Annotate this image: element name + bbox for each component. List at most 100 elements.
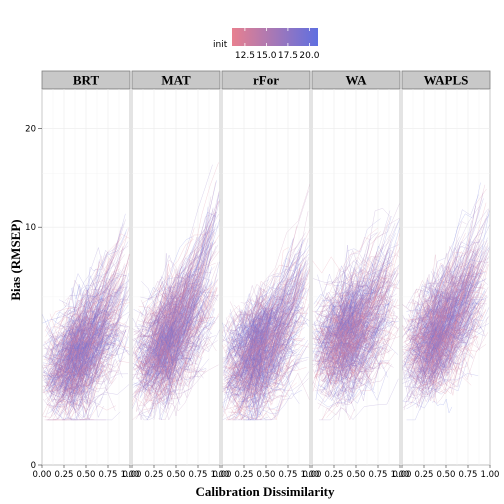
series-line bbox=[228, 354, 265, 397]
facet-panel-wa: WA bbox=[311, 70, 401, 466]
series-line bbox=[149, 215, 217, 324]
series-line bbox=[147, 369, 182, 388]
series-line bbox=[225, 253, 310, 364]
series-line bbox=[44, 384, 87, 404]
series-line bbox=[236, 326, 268, 365]
series-line bbox=[240, 295, 268, 335]
series-line bbox=[43, 337, 97, 383]
series-line bbox=[321, 310, 366, 352]
series-line bbox=[326, 313, 354, 347]
series-line bbox=[71, 359, 110, 388]
series-line bbox=[242, 306, 300, 382]
series-line bbox=[244, 312, 291, 365]
series-line bbox=[331, 321, 363, 356]
series-line bbox=[226, 370, 272, 403]
series-line bbox=[69, 356, 126, 390]
series-line bbox=[58, 328, 127, 396]
series-line bbox=[234, 285, 274, 328]
series-line bbox=[141, 229, 216, 347]
series-line bbox=[66, 285, 122, 359]
series-line bbox=[248, 269, 308, 346]
series-line bbox=[248, 306, 279, 345]
series-line bbox=[232, 358, 283, 397]
series-line bbox=[240, 262, 308, 339]
series-line bbox=[230, 307, 284, 370]
series-line bbox=[160, 311, 205, 416]
series-line bbox=[340, 351, 381, 380]
series-line bbox=[246, 323, 288, 354]
series-line bbox=[330, 309, 369, 354]
series-line bbox=[44, 315, 101, 356]
series-line bbox=[251, 334, 263, 365]
series-line bbox=[324, 340, 378, 398]
series-line bbox=[314, 277, 369, 317]
series-line bbox=[337, 370, 357, 406]
series-line bbox=[223, 320, 288, 382]
series-line bbox=[61, 363, 90, 378]
series-line bbox=[135, 272, 205, 393]
series-line bbox=[320, 320, 360, 347]
series-line bbox=[239, 305, 298, 362]
series-line bbox=[314, 306, 362, 350]
series-line bbox=[141, 312, 189, 370]
series-line bbox=[238, 290, 307, 352]
series-line bbox=[46, 347, 101, 394]
series-line bbox=[319, 313, 352, 339]
series-line bbox=[140, 213, 211, 375]
series-line bbox=[336, 262, 393, 313]
series-line bbox=[136, 212, 217, 338]
series-line bbox=[227, 272, 307, 391]
series-line bbox=[50, 335, 97, 386]
series-line bbox=[149, 282, 199, 328]
series-line bbox=[145, 341, 181, 361]
series-line bbox=[64, 315, 82, 342]
series-line bbox=[144, 353, 200, 402]
series-line bbox=[226, 326, 286, 386]
series-line bbox=[52, 343, 103, 392]
series-line bbox=[65, 309, 91, 358]
series-line bbox=[223, 283, 263, 335]
series-line bbox=[149, 295, 194, 382]
series-line bbox=[338, 317, 391, 354]
series-line bbox=[160, 214, 216, 349]
series-line bbox=[323, 267, 396, 359]
series-line bbox=[63, 318, 103, 360]
series-line bbox=[145, 301, 185, 331]
x-tick-label: 0.25 bbox=[325, 470, 344, 480]
series-line bbox=[43, 340, 131, 380]
series-line bbox=[53, 313, 106, 378]
series-line bbox=[320, 344, 376, 369]
series-line bbox=[250, 331, 280, 384]
series-line bbox=[43, 313, 123, 393]
series-line bbox=[55, 363, 98, 395]
series-line bbox=[47, 390, 91, 421]
series-line bbox=[325, 292, 361, 312]
series-line bbox=[223, 312, 305, 376]
series-line bbox=[317, 322, 355, 347]
series-line bbox=[235, 332, 290, 382]
series-line bbox=[43, 336, 127, 398]
series-line bbox=[223, 356, 309, 396]
series-lines bbox=[311, 203, 401, 421]
series-line bbox=[142, 287, 207, 366]
series-line bbox=[51, 369, 111, 390]
series-line bbox=[53, 317, 112, 346]
series-line bbox=[159, 316, 214, 371]
series-line bbox=[63, 322, 123, 363]
series-line bbox=[62, 274, 121, 351]
series-line bbox=[146, 327, 202, 366]
series-line bbox=[153, 373, 177, 413]
series-line bbox=[155, 302, 188, 366]
series-line bbox=[153, 274, 194, 359]
series-line bbox=[63, 325, 90, 369]
series-line bbox=[239, 279, 270, 330]
series-line bbox=[153, 288, 182, 352]
series-line bbox=[248, 315, 279, 357]
series-line bbox=[228, 306, 273, 363]
series-line bbox=[249, 371, 310, 417]
series-line bbox=[45, 354, 84, 385]
series-line bbox=[339, 299, 353, 321]
series-line bbox=[240, 284, 268, 311]
series-line bbox=[246, 331, 294, 374]
series-line bbox=[337, 360, 389, 396]
